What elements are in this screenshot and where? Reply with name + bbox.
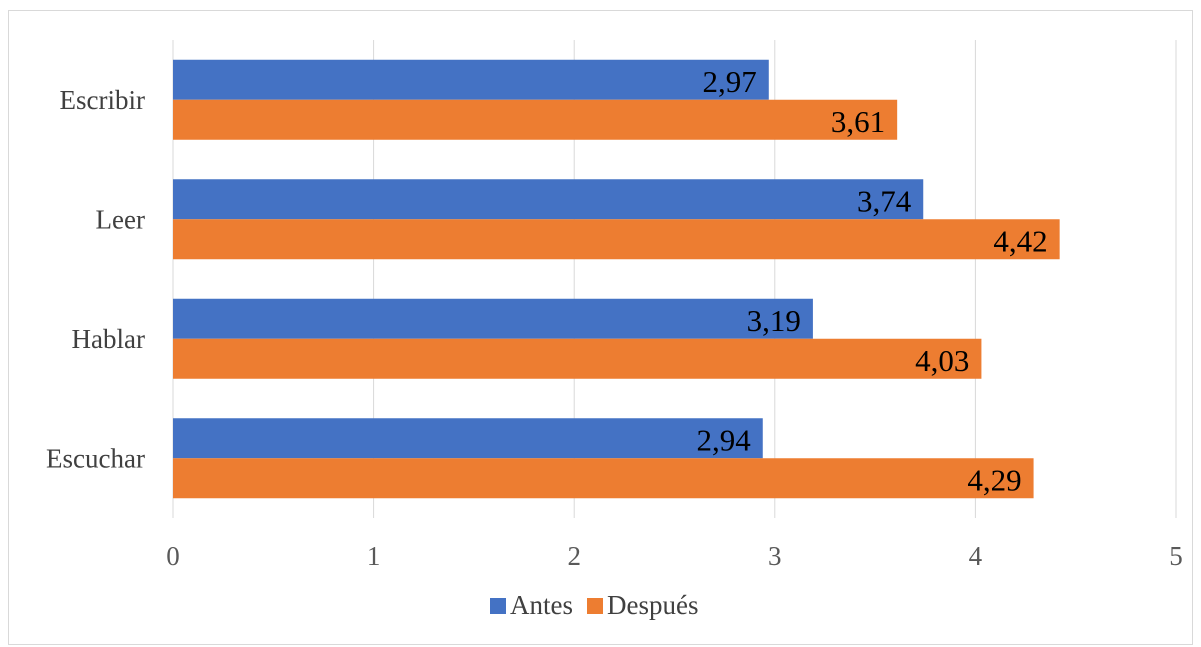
data-label: 3,61	[831, 104, 885, 139]
legend-label-despus: Después	[607, 590, 698, 620]
x-axis-ticks: 0 1 2 3 4 5	[166, 541, 1183, 571]
x-tick-label: 4	[969, 541, 983, 571]
bar-despus-escribir	[173, 99, 898, 140]
x-tick-label: 3	[768, 541, 782, 571]
bar-despus-hablar	[173, 338, 982, 379]
bar-antes-escuchar	[173, 418, 763, 459]
bars	[173, 59, 1060, 499]
bar-antes-leer	[173, 179, 924, 220]
bar-antes-escribir	[173, 59, 769, 100]
category-label-leer: Leer	[96, 204, 145, 234]
bar-despus-escuchar	[173, 458, 1034, 499]
x-tick-label: 1	[367, 541, 381, 571]
legend-swatch-despus	[587, 598, 603, 614]
x-tick-label: 5	[1169, 541, 1183, 571]
category-label-hablar: Hablar	[72, 324, 145, 354]
bar-antes-hablar	[173, 298, 813, 339]
x-tick-label: 2	[567, 541, 581, 571]
legend: Antes Después	[490, 590, 698, 620]
data-label: 2,97	[703, 64, 757, 99]
category-label-escuchar: Escuchar	[46, 443, 145, 473]
category-labels: Escribir Leer Hablar Escuchar	[46, 85, 145, 474]
bar-despus-leer	[173, 219, 1060, 260]
data-label: 4,03	[915, 343, 969, 378]
data-label: 4,29	[967, 462, 1021, 497]
category-label-escribir: Escribir	[60, 85, 145, 115]
data-label: 3,74	[857, 183, 912, 218]
legend-swatch-antes	[490, 598, 506, 614]
data-label: 3,19	[747, 303, 801, 338]
data-label: 2,94	[697, 422, 752, 457]
x-tick-label: 0	[166, 541, 180, 571]
data-label: 4,42	[993, 223, 1047, 258]
data-labels: 2,97 3,61 3,74 4,42 3,19 4,03 2,94 4,29	[697, 64, 1048, 498]
legend-label-antes: Antes	[510, 590, 573, 620]
